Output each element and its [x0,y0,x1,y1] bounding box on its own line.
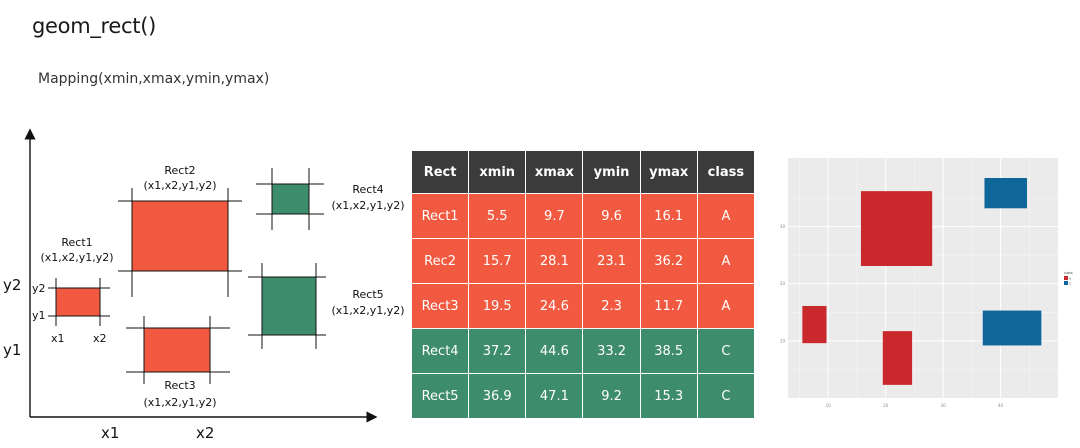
header-xmin: xmin [468,150,527,194]
rect-data-table: Rect xmin xmax ymin ymax class Rect1 5.5… [410,150,756,419]
diagram-rect4: Rect4 (x1,x2,y1,y2) [256,168,405,230]
inner-y1-label: y1 [32,309,46,322]
diagram-rect2: Rect2 (x1,x2,y1,y2) [118,164,242,297]
cell-rect: Rect5 [410,373,470,419]
rect1-name: Rect1 [61,236,92,249]
cell-ymin: 23.1 [582,238,641,284]
page-title: geom_rect() [32,14,157,38]
rect1-coords: (x1,x2,y1,y2) [40,251,113,264]
cell-ymin: 33.2 [582,328,641,374]
legend-label-C: C [1069,282,1071,286]
x-tick-label: 10 [826,403,832,408]
cell-rect: Rect3 [410,283,470,329]
header-rect: Rect [410,150,470,194]
geom-rect-plot: 10 20 30 40 10 20 30 class AC [780,158,1073,408]
diagram-rect5: Rect5 (x1,x2,y1,y2) [248,263,405,349]
cell-xmin: 19.5 [468,283,527,329]
table-row: Rec2 15.7 28.1 23.1 36.2 A [410,238,756,284]
cell-ymax: 11.7 [639,283,698,329]
cell-class: A [696,283,756,329]
cell-xmin: 5.5 [468,193,527,239]
inner-x2-label: x2 [93,332,107,345]
outer-x2-label: x2 [196,424,214,442]
rect5-coords: (x1,x2,y1,y2) [331,304,404,317]
header-class: class [696,150,756,194]
inner-y2-label: y2 [32,282,46,295]
header-ymax: ymax [639,150,698,194]
table-row: Rect1 5.5 9.7 9.6 16.1 A [410,193,756,239]
legend-key-C [1064,281,1068,285]
x-tick-label: 40 [998,403,1004,408]
cell-xmin: 15.7 [468,238,527,284]
y-tick-label: 10 [780,338,786,343]
plot-rect-2 [860,191,933,266]
mapping-subtitle: Mapping(xmin,xmax,ymin,ymax) [38,71,270,87]
rect3-coords: (x1,x2,y1,y2) [143,396,216,409]
cell-xmax: 9.7 [525,193,584,239]
cell-rect: Rect1 [410,193,470,239]
cell-xmin: 36.9 [468,373,527,419]
outer-y2-label: y2 [3,276,21,294]
rect4-name: Rect4 [352,183,383,196]
y-tick-label: 30 [780,224,786,229]
cell-class: A [696,238,756,284]
table-row: Rect3 19.5 24.6 2.3 11.7 A [410,283,756,329]
cell-class: C [696,373,756,419]
cell-rect: Rec2 [410,238,470,284]
header-ymin: ymin [582,150,641,194]
cell-xmax: 44.6 [525,328,584,374]
diagram-rect3: Rect3 (x1,x2,y1,y2) [126,316,230,409]
diagram-rect1: Rect1 (x1,x2,y1,y2) y2 y1 x1 x2 [32,236,114,345]
cell-ymax: 36.2 [639,238,698,284]
rect2-name: Rect2 [164,164,195,177]
cell-class: C [696,328,756,374]
cell-xmin: 37.2 [468,328,527,374]
legend-label-A: A [1069,277,1072,281]
x-tick-label: 30 [941,403,947,408]
cell-ymax: 15.3 [639,373,698,419]
table-row: Rect5 36.9 47.1 9.2 15.3 C [410,373,756,419]
x-tick-label: 20 [883,403,889,408]
cell-ymin: 9.6 [582,193,641,239]
legend-key-A [1064,276,1068,280]
rect4-coords: (x1,x2,y1,y2) [331,199,404,212]
rect3-name: Rect3 [164,379,195,392]
plot-rect-5 [982,310,1042,346]
cell-xmax: 28.1 [525,238,584,284]
cell-ymin: 2.3 [582,283,641,329]
cell-ymax: 16.1 [639,193,698,239]
plot-rect-3 [882,331,913,385]
table-header-row: Rect xmin xmax ymin ymax class [410,150,756,194]
plot-rect-1 [802,306,827,344]
cell-class: A [696,193,756,239]
cell-xmax: 47.1 [525,373,584,419]
cell-ymax: 38.5 [639,328,698,374]
cell-ymin: 9.2 [582,373,641,419]
cell-rect: Rect4 [410,328,470,374]
outer-x1-label: x1 [101,424,119,442]
table-row: Rect4 37.2 44.6 33.2 38.5 C [410,328,756,374]
rect5-name: Rect5 [352,288,383,301]
header-xmax: xmax [525,150,584,194]
outer-y1-label: y1 [3,341,21,359]
inner-x1-label: x1 [51,332,65,345]
y-tick-label: 20 [780,281,786,286]
rect-schematic-diagram: y2 y1 x1 x2 Rect1 (x1,x2,y1,y2) y2 y1 x1… [3,128,405,442]
legend-title: class [1064,271,1073,275]
plot-rect-4 [984,178,1027,209]
cell-xmax: 24.6 [525,283,584,329]
rect2-coords: (x1,x2,y1,y2) [143,179,216,192]
